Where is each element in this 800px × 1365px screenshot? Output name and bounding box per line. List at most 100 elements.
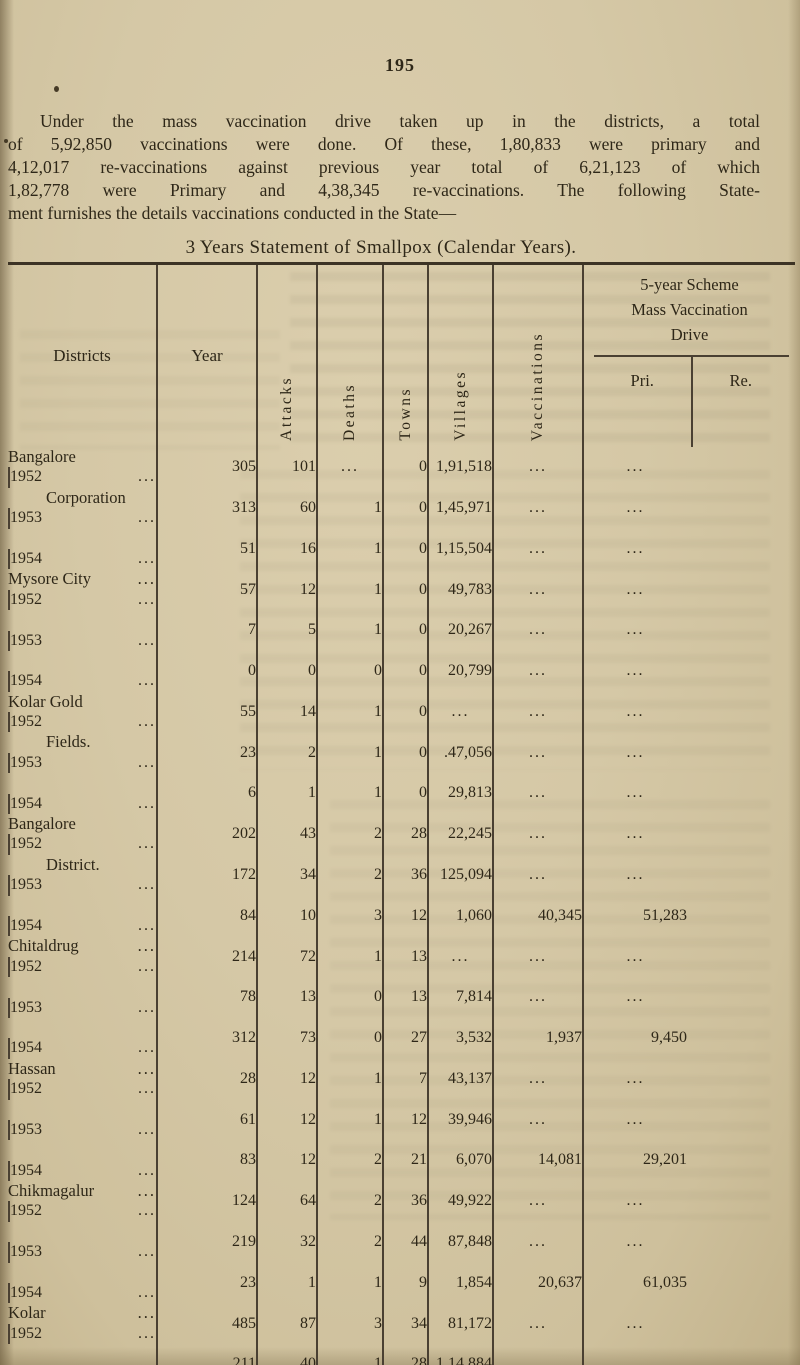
value-cell: ...	[582, 528, 687, 570]
year-cell: 1953...	[8, 1242, 156, 1263]
value-cell: 34	[382, 1303, 428, 1345]
value-cell: 61	[156, 1099, 257, 1141]
district-cell	[8, 651, 156, 671]
value-cell: 312	[156, 1017, 257, 1059]
value-cell: 40	[256, 1344, 317, 1365]
value-cell: ...	[582, 977, 687, 1018]
scheme-title: 5-year Scheme Mass Vaccination Drive	[631, 275, 748, 344]
value-cell: 84	[156, 895, 257, 937]
value-cell: 1	[256, 773, 317, 815]
value-cell: 87	[256, 1303, 317, 1345]
district-cell	[8, 1018, 156, 1038]
district-cell: Bangalore	[8, 814, 76, 834]
year-cell: 1953...	[8, 752, 156, 774]
value-cell: ...	[582, 814, 687, 855]
value-cell: 55	[156, 691, 257, 733]
year-cell: 1953...	[8, 508, 156, 529]
year-cell: 1954...	[8, 671, 156, 692]
value-cell: 73	[256, 1017, 317, 1059]
value-cell: 1,45,971	[427, 487, 493, 529]
value-cell: 1	[316, 732, 383, 774]
table-row: Bangalore 1952... 202 43 2 28 22,245......	[8, 814, 795, 855]
value-cell: ...	[582, 1221, 687, 1263]
value-cell: 2	[316, 1140, 383, 1182]
table-row: 1953... 7 5 1 0 20,267......	[8, 610, 795, 651]
value-cell: 23	[156, 732, 257, 774]
value-cell: 20,267	[427, 610, 493, 651]
intro-line: of 5,92,850 vaccinations were done. Of t…	[8, 134, 760, 154]
value-cell: 2	[316, 1221, 383, 1263]
value-cell: 1	[316, 1262, 383, 1304]
value-cell: 101	[256, 447, 317, 488]
value-cell: 83	[156, 1140, 257, 1182]
year-cell: 1953...	[8, 630, 156, 651]
value-cell: 51,283	[582, 895, 687, 937]
value-cell: 51	[156, 528, 257, 570]
col-header-deaths: Deaths	[316, 263, 383, 447]
table-row: Mysore City... 1952... 57 12 1 0 49,783......	[8, 569, 795, 611]
table-row: 1954... 51 16 1 0 1,15,504......	[8, 528, 795, 570]
table-row: 1953... 78 13 0 13 7,814......	[8, 977, 795, 1018]
value-cell: 1	[316, 1344, 383, 1365]
col-header-vaccinations: Vaccinations	[492, 263, 583, 447]
value-cell: ...	[492, 1058, 583, 1100]
value-cell: .47,056	[427, 732, 493, 774]
value-cell: 13	[256, 977, 317, 1018]
value-cell: ...	[427, 936, 493, 978]
value-cell: ...	[492, 854, 583, 896]
value-cell: 0	[382, 610, 428, 651]
table-row: 1954... 6 1 1 0 29,813......	[8, 773, 795, 815]
year-cell: 1954...	[8, 1283, 156, 1304]
value-cell: 0	[382, 528, 428, 570]
value-cell: 6,070	[427, 1140, 493, 1182]
value-cell: 1,854	[427, 1262, 493, 1304]
value-cell: 1	[316, 1058, 383, 1100]
ink-speck	[54, 86, 59, 92]
value-cell: 2	[316, 854, 383, 896]
district-cell: Fields.	[46, 732, 91, 752]
year-cell: 1952...	[8, 834, 156, 855]
value-cell: 27	[382, 1017, 428, 1059]
table-row: Fields. 1953... 23 2 1 0.47,056......	[8, 732, 795, 774]
value-cell: 1,91,518	[427, 447, 493, 488]
value-cell: 1	[316, 487, 383, 529]
value-cell: 10	[256, 895, 317, 937]
value-cell: ...	[582, 650, 687, 692]
district-cell: Mysore City...	[8, 569, 156, 589]
value-cell: ...	[492, 732, 583, 774]
value-cell: 125,094	[427, 854, 493, 896]
district-cell: District.	[46, 854, 100, 874]
value-cell: 43,137	[427, 1058, 493, 1100]
value-cell: 7	[382, 1058, 428, 1100]
value-cell: 49,783	[427, 569, 493, 611]
value-cell: ...	[492, 528, 583, 570]
value-cell: 78	[156, 977, 257, 1018]
value-cell: 211	[156, 1344, 257, 1365]
value-cell: 124	[156, 1181, 257, 1222]
value-cell: 23	[156, 1262, 257, 1304]
value-cell: ...	[492, 691, 583, 733]
year-cell: 1954...	[8, 915, 156, 937]
value-cell: 28	[382, 1344, 428, 1365]
value-cell: 43	[256, 814, 317, 855]
year-cell: 1954...	[8, 548, 156, 570]
table-row: District. 1953... 172 34 2 36 125,094......	[8, 854, 795, 896]
year-cell: 1952...	[8, 589, 156, 611]
value-cell: 29,201	[582, 1140, 687, 1182]
value-cell: 0	[316, 1017, 383, 1059]
table-row: Hassan... 1952... 28 12 1 7 43,137......	[8, 1058, 795, 1100]
value-cell: 16	[256, 528, 317, 570]
value-cell: 1,060	[427, 895, 493, 937]
district-cell	[8, 1222, 156, 1242]
page-number: 195	[385, 55, 415, 75]
col-header-scheme: 5-year Scheme Mass Vaccination Drive Pri…	[582, 263, 795, 447]
district-cell: Chitaldrug...	[8, 936, 156, 956]
value-cell: 0	[382, 487, 428, 529]
district-cell: Corporation	[46, 487, 126, 507]
table-row: Chitaldrug... 1952... 214 72 1 13.........	[8, 936, 795, 978]
value-cell: 9	[382, 1262, 428, 1304]
district-cell	[8, 529, 156, 549]
value-cell: ...	[582, 854, 687, 896]
value-cell: ...	[492, 1303, 583, 1345]
